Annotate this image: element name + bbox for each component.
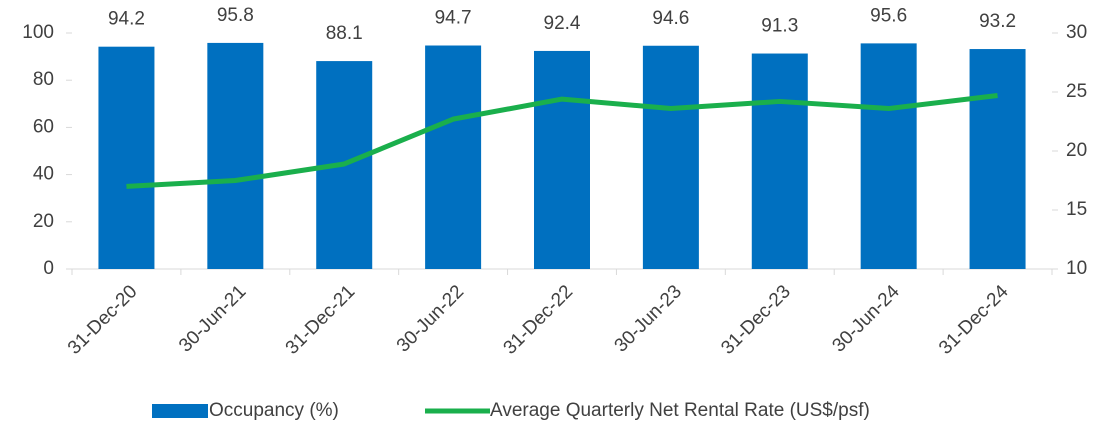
- bar: [642, 45, 699, 269]
- bar: [751, 53, 808, 270]
- line: [126, 93, 998, 189]
- y2-tick-label: 30: [1066, 22, 1087, 43]
- x-tick-label: 31-Dec-20: [64, 281, 142, 359]
- y-tick-label: 20: [33, 211, 54, 232]
- bar: [98, 46, 155, 269]
- data-label: 95.8: [217, 5, 254, 26]
- y-tick-label: 100: [22, 22, 54, 43]
- data-label: 88.1: [326, 23, 363, 44]
- y-tick-label: 0: [43, 258, 54, 279]
- x-tick-label: 30-Jun-24: [828, 281, 904, 357]
- x-tick-label: 31-Dec-24: [935, 281, 1013, 359]
- x-tick-label: 31-Dec-23: [717, 281, 795, 359]
- bar: [425, 45, 482, 270]
- y2-tick-label: 15: [1066, 199, 1087, 220]
- y-tick-label: 60: [33, 116, 54, 137]
- legend-label: Occupancy (%): [209, 400, 339, 421]
- x-tick-label: 30-Jun-23: [611, 281, 686, 356]
- data-label: 94.6: [652, 8, 689, 29]
- data-label: 94.7: [435, 8, 472, 29]
- y2-tick-label: 10: [1066, 258, 1087, 279]
- y-tick-label: 40: [33, 164, 54, 185]
- legend-label: Average Quarterly Net Rental Rate (US$/p…: [490, 400, 870, 421]
- y2-tick-label: 25: [1066, 81, 1087, 102]
- bar: [534, 50, 590, 269]
- bar: [969, 49, 1026, 269]
- legend-swatch: [152, 404, 208, 418]
- data-label: 91.3: [761, 16, 798, 37]
- bar: [860, 43, 917, 269]
- data-label: 95.6: [870, 5, 907, 26]
- y2-tick-label: 20: [1066, 140, 1087, 161]
- x-tick-label: 31-Dec-22: [499, 281, 577, 359]
- data-label: 93.2: [979, 11, 1016, 32]
- x-tick-label: 31-Dec-21: [282, 281, 360, 359]
- y-tick-label: 80: [33, 69, 54, 90]
- x-tick-label: 30-Jun-21: [175, 281, 250, 356]
- x-tick-label: 30-Jun-22: [393, 281, 468, 356]
- data-label: 92.4: [544, 13, 581, 34]
- data-label: 94.2: [108, 9, 145, 30]
- bar: [207, 42, 264, 269]
